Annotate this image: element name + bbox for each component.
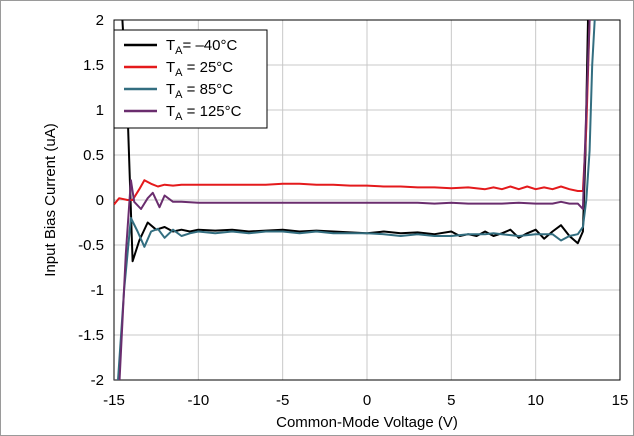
y-tick-label: 1.5	[83, 57, 104, 74]
legend-label-1: TA = 25°C	[166, 59, 233, 79]
x-tick-label: 10	[527, 392, 544, 409]
series-line-1	[114, 20, 591, 206]
legend-label-3: TA = 125°C	[166, 103, 242, 123]
y-axis-ticks: -2 -1.5 -1 -0.5 0 0.5 1 1.5 2	[78, 12, 104, 389]
x-tick-label: -5	[276, 392, 289, 409]
x-tick-label: -15	[103, 392, 125, 409]
legend: TA= –40°CTA = 25°CTA = 85°CTA = 125°C	[113, 29, 268, 129]
x-tick-label: -10	[187, 392, 209, 409]
series-lines	[114, 20, 596, 380]
x-tick-label: 5	[447, 392, 455, 409]
series-line-3	[114, 20, 591, 380]
legend-label-0: TA= –40°C	[166, 37, 237, 57]
y-tick-label: -0.5	[78, 237, 104, 254]
y-tick-label: -2	[91, 372, 104, 389]
y-axis-label: Input Bias Current (uA)	[42, 123, 59, 276]
series-line-2	[114, 20, 596, 380]
x-tick-label: 0	[363, 392, 371, 409]
y-tick-label: 0.5	[83, 147, 104, 164]
legend-label-2: TA = 85°C	[166, 81, 233, 101]
y-tick-label: 2	[96, 12, 104, 29]
x-tick-label: 15	[612, 392, 629, 409]
y-tick-label: -1.5	[78, 327, 104, 344]
y-tick-label: 1	[96, 102, 104, 119]
y-tick-label: -1	[91, 282, 104, 299]
x-axis-ticks: -15 -10 -5 0 5 10 15	[103, 392, 628, 409]
plot-area-border	[113, 19, 621, 381]
x-axis-label: Common-Mode Voltage (V)	[276, 414, 458, 431]
y-tick-label: 0	[96, 192, 104, 209]
